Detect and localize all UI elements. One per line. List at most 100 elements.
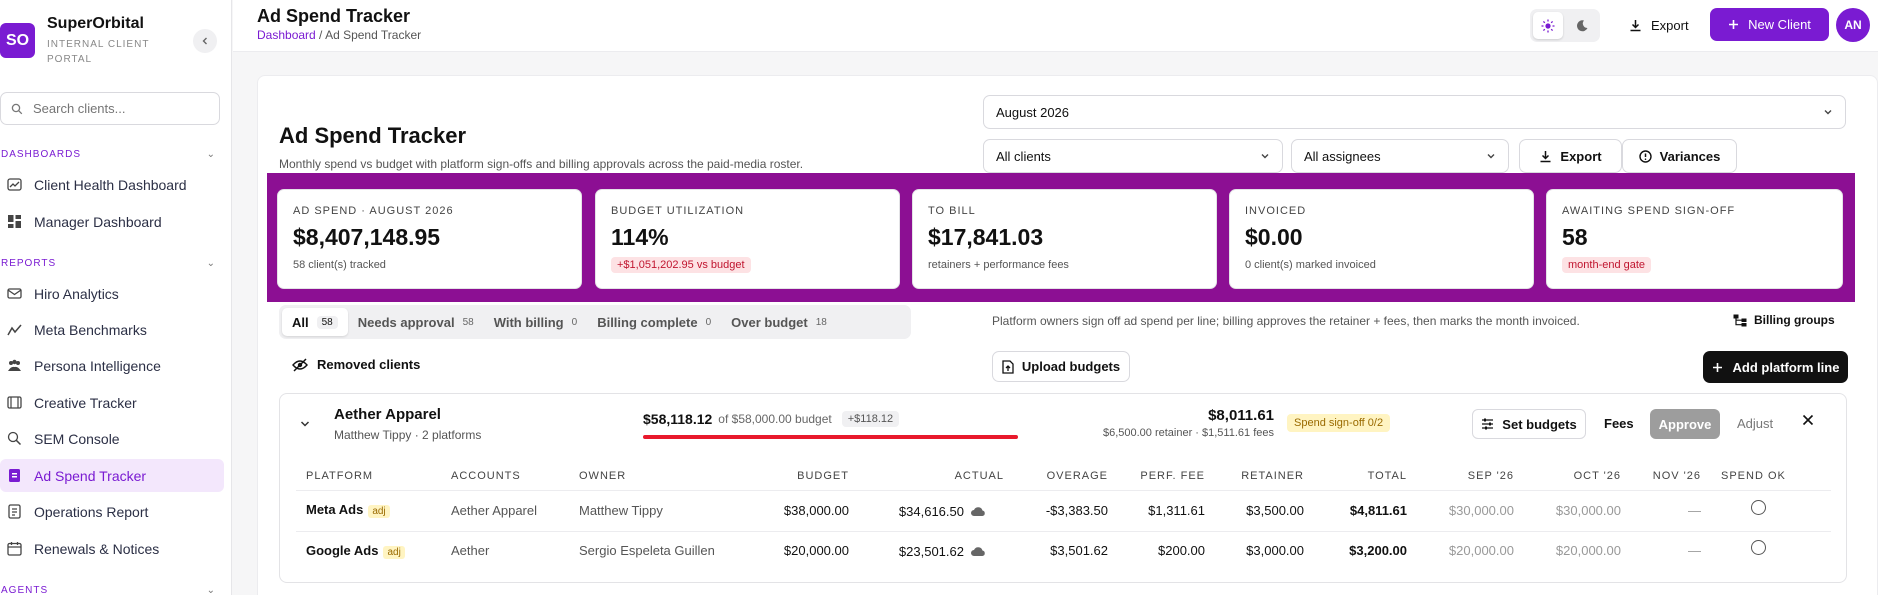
collapse-sidebar-button[interactable] [193, 29, 217, 53]
sidebar-item-manager-dashboard[interactable]: Manager Dashboard [0, 205, 224, 238]
chevron-down-icon: ⌄ [206, 258, 216, 269]
column-header-spend-ok: SPEND OK [1721, 470, 1786, 482]
cloud-sync-icon [970, 546, 986, 557]
dark-mode-button[interactable] [1567, 12, 1597, 39]
kpi-label: BUDGET UTILIZATION [611, 205, 745, 217]
tab-count: 58 [316, 315, 338, 329]
column-header-nov: NOV '26 [1652, 470, 1701, 482]
sidebar-item-label: Manager Dashboard [34, 213, 162, 230]
column-header-budget: BUDGET [797, 470, 849, 482]
variances-button[interactable]: Variances [1622, 139, 1737, 173]
removed-clients-toggle[interactable]: Removed clients [292, 357, 420, 372]
perf-fee-value: $200.00 [1158, 543, 1205, 558]
section-dashboards[interactable]: DASHBOARDS ⌄ [1, 149, 216, 160]
total-value: $3,200.00 [1349, 543, 1407, 558]
trend-icon [7, 322, 22, 337]
export-button[interactable]: Export [1519, 139, 1622, 173]
tab-count: 0 [705, 316, 712, 328]
new-client-button[interactable]: New Client [1710, 8, 1829, 41]
set-budgets-label: Set budgets [1502, 416, 1577, 432]
tab-label: All [292, 314, 309, 330]
theme-toggle[interactable] [1530, 9, 1600, 42]
billing-groups-button[interactable]: Billing groups [1733, 313, 1835, 327]
tab-with-billing[interactable]: With billing 0 [484, 308, 587, 336]
section-label: DASHBOARDS [1, 149, 82, 160]
tab-billing-complete[interactable]: Billing complete 0 [587, 308, 721, 336]
user-avatar[interactable]: AN [1836, 8, 1870, 42]
month-value: August 2026 [996, 104, 1070, 120]
kpi-note: retainers + performance fees [928, 259, 1069, 271]
file-upload-icon [1002, 359, 1014, 374]
approve-button[interactable]: Approve [1650, 409, 1720, 439]
assignees-filter-select[interactable]: All assignees [1291, 139, 1509, 173]
page-title: Ad Spend Tracker [279, 123, 467, 148]
breadcrumb-current: Ad Spend Tracker [325, 28, 422, 42]
owner-name: Sergio Espeleta Guillen [579, 543, 715, 558]
upload-budgets-button[interactable]: Upload budgets [992, 351, 1130, 382]
sidebar-item-hiro-analytics[interactable]: Hiro Analytics [0, 277, 224, 310]
oct-forecast: $30,000.00 [1555, 503, 1621, 518]
breadcrumb-dashboard-link[interactable]: Dashboard [257, 28, 316, 42]
clients-filter-value: All clients [996, 148, 1051, 164]
kpi-value: 114% [611, 224, 669, 250]
column-header-platform: PLATFORM [306, 470, 374, 482]
sidebar-item-renewals-notices[interactable]: Renewals & Notices [0, 532, 224, 565]
fees-button[interactable]: Fees [1604, 416, 1634, 431]
sidebar-item-label: SEM Console [34, 430, 120, 447]
adjusted-badge: adj [383, 546, 405, 559]
client-spend-value: $58,118.12 [643, 411, 713, 427]
chevron-down-icon: ⌄ [206, 585, 216, 595]
budget-value[interactable]: $38,000.00 [783, 503, 849, 518]
removed-clients-label: Removed clients [317, 357, 421, 372]
client-budget-label: of $58,000.00 budget [718, 412, 832, 426]
adjust-button[interactable]: Adjust [1737, 416, 1774, 431]
spend-ok-radio[interactable] [1751, 500, 1766, 515]
sidebar-item-operations-report[interactable]: Operations Report [0, 495, 224, 528]
kpi-label: AWAITING SPEND SIGN-OFF [1562, 205, 1736, 217]
perf-fee-value: $1,311.61 [1148, 503, 1205, 518]
column-header-owner: OWNER [579, 470, 627, 482]
chevron-down-icon [300, 421, 310, 427]
sidebar-item-label: Persona Intelligence [34, 357, 161, 374]
section-agents[interactable]: AGENTS ⌄ [1, 585, 216, 595]
client-name[interactable]: Aether Apparel [334, 406, 441, 423]
sidebar-item-creative-tracker[interactable]: Creative Tracker [0, 386, 224, 419]
spend-ok-radio[interactable] [1751, 540, 1766, 555]
section-reports[interactable]: REPORTS ⌄ [1, 258, 216, 269]
budget-value[interactable]: $20,000.00 [783, 543, 849, 558]
light-mode-button[interactable] [1533, 12, 1563, 39]
plus-icon [1712, 362, 1722, 372]
overage-value: $3,501.62 [1050, 543, 1108, 558]
row-divider [296, 490, 1831, 491]
sidebar-item-ad-spend-tracker[interactable]: Ad Spend Tracker [0, 459, 224, 492]
add-platform-line-button[interactable]: Add platform line [1703, 351, 1848, 383]
set-budgets-button[interactable]: Set budgets [1472, 409, 1586, 439]
sidebar-item-client-health[interactable]: Client Health Dashboard [0, 168, 224, 201]
month-select[interactable]: August 2026 [983, 95, 1846, 129]
eye-off-icon [292, 357, 308, 372]
sidebar-item-label: Hiro Analytics [34, 285, 119, 302]
line-chart-icon [7, 177, 22, 192]
nov-forecast: — [1688, 543, 1701, 558]
remove-client-button[interactable] [1802, 414, 1814, 426]
search-input[interactable] [33, 101, 203, 116]
sidebar-item-persona-intelligence[interactable]: Persona Intelligence [0, 349, 224, 382]
header-export-button[interactable]: Export [1621, 9, 1697, 42]
tab-all[interactable]: All 58 [282, 308, 348, 336]
row-divider [296, 531, 1831, 532]
kpi-label: TO BILL [928, 205, 976, 217]
plus-icon [1729, 20, 1739, 29]
section-label: REPORTS [1, 258, 57, 269]
expand-client-toggle[interactable] [299, 418, 311, 430]
spend-signoff-badge: Spend sign-off 0/2 [1287, 414, 1391, 432]
tab-over-budget[interactable]: Over budget 18 [721, 308, 837, 336]
tab-needs-approval[interactable]: Needs approval 58 [348, 308, 484, 336]
sidebar-item-sem-console[interactable]: SEM Console [0, 422, 224, 455]
chevron-down-icon: ⌄ [206, 149, 216, 160]
calendar-icon [7, 541, 22, 556]
client-search[interactable] [0, 92, 220, 125]
kpi-variance-badge: +$1,051,202.95 vs budget [611, 257, 751, 273]
platform-name: Google Ads adj [306, 543, 405, 559]
sidebar-item-meta-benchmarks[interactable]: Meta Benchmarks [0, 313, 224, 346]
clients-filter-select[interactable]: All clients [983, 139, 1283, 173]
